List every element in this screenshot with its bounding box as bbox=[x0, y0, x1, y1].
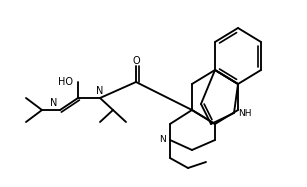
Text: N: N bbox=[96, 86, 104, 96]
Text: NH: NH bbox=[238, 108, 251, 117]
Text: N: N bbox=[50, 98, 57, 108]
Text: N: N bbox=[159, 136, 166, 145]
Text: O: O bbox=[132, 56, 140, 66]
Text: HO: HO bbox=[58, 77, 73, 87]
